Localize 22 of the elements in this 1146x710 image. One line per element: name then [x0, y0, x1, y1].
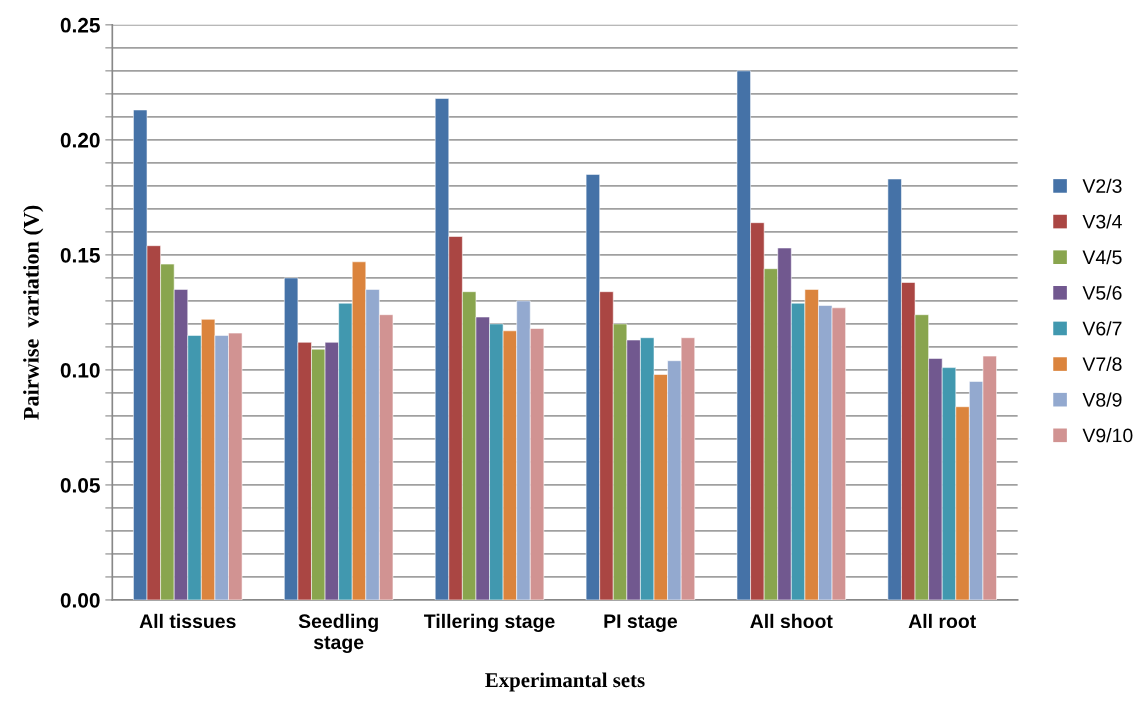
legend-label: V2/3: [1082, 178, 1122, 193]
y-tick-label: 0.20: [60, 132, 100, 148]
legend-label: V6/7: [1082, 321, 1122, 336]
x-tick-label: PI stage: [604, 614, 678, 632]
legend-label: V9/10: [1082, 428, 1133, 443]
legend-label: V8/9: [1082, 392, 1122, 407]
y-tick-label: 0.05: [60, 477, 100, 493]
y-tick-label: 0.00: [60, 592, 100, 608]
legend-label: V7/8: [1082, 356, 1122, 372]
y-tick-label: 0.10: [60, 362, 100, 378]
legend-label: V3/4: [1082, 214, 1122, 229]
x-tick-label: Seedling stage: [298, 613, 378, 654]
x-tick-label: All tissues: [139, 613, 236, 629]
x-axis-title: Experimantal sets: [485, 672, 645, 692]
legend-label: V5/6: [1082, 285, 1122, 300]
y-tick-label: 0.15: [60, 247, 100, 263]
x-tick-label: Tillering stage: [424, 613, 555, 633]
x-tick-label: All shoot: [750, 613, 833, 629]
legend-label: V4/5: [1082, 249, 1122, 265]
y-tick-label: 0.25: [60, 17, 100, 33]
y-axis-title: Pairwise variation (V): [23, 205, 44, 420]
x-tick-label: All root: [908, 613, 976, 629]
